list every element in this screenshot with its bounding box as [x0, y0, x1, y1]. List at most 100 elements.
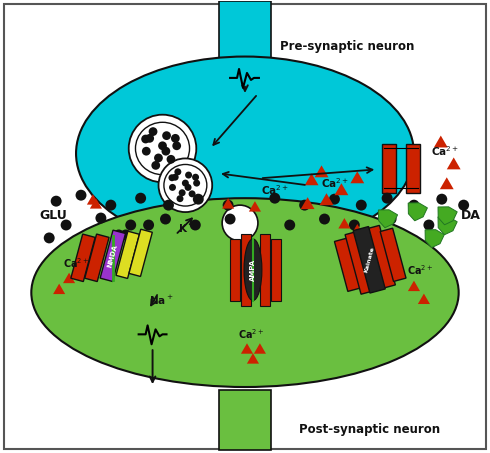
Polygon shape: [351, 224, 364, 235]
Bar: [129, 229, 152, 276]
Circle shape: [50, 196, 62, 207]
Bar: [230, 239, 240, 300]
Polygon shape: [338, 218, 350, 228]
Circle shape: [319, 213, 330, 225]
Circle shape: [163, 200, 174, 211]
Circle shape: [193, 194, 204, 205]
Circle shape: [162, 131, 171, 140]
Bar: [345, 231, 373, 294]
Bar: [71, 234, 95, 282]
Bar: [406, 144, 420, 193]
Circle shape: [160, 213, 171, 225]
Circle shape: [344, 237, 355, 248]
Ellipse shape: [135, 122, 190, 175]
Polygon shape: [305, 173, 318, 185]
Circle shape: [222, 200, 234, 211]
Circle shape: [356, 200, 367, 211]
Bar: [219, 390, 271, 450]
Circle shape: [167, 155, 175, 164]
Polygon shape: [249, 201, 261, 212]
Polygon shape: [53, 284, 65, 294]
Polygon shape: [301, 197, 315, 209]
Text: AMPA: AMPA: [250, 259, 256, 281]
Circle shape: [162, 147, 171, 155]
Text: Ca$^{2+}$: Ca$^{2+}$: [261, 183, 289, 197]
Circle shape: [143, 220, 154, 231]
Circle shape: [75, 190, 86, 201]
Circle shape: [192, 173, 199, 181]
Circle shape: [189, 190, 196, 198]
Bar: [367, 226, 395, 288]
Bar: [335, 238, 360, 291]
Circle shape: [171, 134, 180, 143]
Circle shape: [151, 161, 160, 170]
Circle shape: [386, 213, 396, 225]
Circle shape: [458, 200, 469, 211]
Circle shape: [179, 189, 186, 196]
Circle shape: [105, 200, 116, 211]
Circle shape: [436, 194, 447, 205]
Text: NMDA: NMDA: [107, 244, 119, 268]
Circle shape: [190, 220, 201, 231]
Polygon shape: [319, 193, 333, 205]
Text: Pre-synaptic neuron: Pre-synaptic neuron: [280, 39, 415, 53]
Circle shape: [148, 127, 157, 136]
Polygon shape: [350, 171, 364, 183]
Text: Na$^+$: Na$^+$: [148, 294, 173, 307]
Ellipse shape: [76, 57, 414, 251]
Circle shape: [349, 220, 360, 231]
Text: Ca$^{2+}$: Ca$^{2+}$: [63, 256, 90, 270]
Polygon shape: [87, 194, 99, 205]
Circle shape: [125, 220, 136, 231]
Circle shape: [172, 141, 181, 150]
Circle shape: [80, 240, 92, 251]
Polygon shape: [438, 217, 457, 235]
Polygon shape: [378, 210, 397, 228]
Circle shape: [185, 172, 192, 178]
Polygon shape: [440, 177, 454, 189]
Text: Kainate: Kainate: [363, 246, 375, 274]
Text: K$^+$: K$^+$: [178, 222, 196, 235]
Circle shape: [135, 193, 146, 204]
Bar: [260, 234, 270, 305]
Bar: [85, 234, 109, 282]
Circle shape: [169, 174, 175, 181]
Circle shape: [174, 169, 181, 175]
Circle shape: [113, 230, 124, 241]
Circle shape: [193, 180, 200, 187]
Circle shape: [185, 184, 192, 191]
Polygon shape: [335, 183, 348, 195]
Circle shape: [329, 194, 340, 205]
Polygon shape: [418, 294, 430, 304]
Circle shape: [169, 184, 176, 191]
Circle shape: [120, 230, 131, 241]
Circle shape: [61, 220, 72, 231]
Text: Ca$^{2+}$: Ca$^{2+}$: [431, 145, 459, 159]
Circle shape: [44, 232, 55, 243]
Circle shape: [176, 195, 183, 202]
Bar: [100, 230, 125, 281]
Text: GLU: GLU: [39, 208, 67, 222]
Polygon shape: [222, 198, 234, 209]
Bar: [271, 239, 281, 300]
Polygon shape: [247, 353, 259, 364]
Polygon shape: [447, 158, 461, 169]
Polygon shape: [254, 343, 266, 354]
Circle shape: [182, 180, 189, 187]
Polygon shape: [90, 198, 102, 209]
Circle shape: [382, 193, 392, 204]
Bar: [219, 1, 271, 69]
Polygon shape: [241, 343, 253, 354]
Ellipse shape: [244, 239, 262, 300]
Text: Post-synaptic neuron: Post-synaptic neuron: [299, 423, 440, 436]
Text: DA: DA: [461, 208, 481, 222]
Bar: [116, 231, 139, 279]
Circle shape: [158, 141, 167, 150]
Circle shape: [284, 220, 295, 231]
Circle shape: [409, 200, 419, 211]
Text: Ca$^{2+}$: Ca$^{2+}$: [407, 263, 433, 277]
Polygon shape: [408, 281, 420, 291]
Circle shape: [423, 220, 434, 231]
Polygon shape: [408, 203, 427, 221]
Bar: [353, 226, 385, 293]
